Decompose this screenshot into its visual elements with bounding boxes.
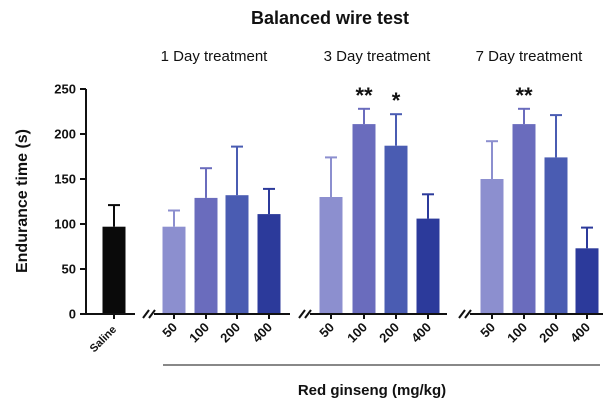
y-tick-label: 0 <box>69 307 76 322</box>
chart-title: Balanced wire test <box>251 8 409 28</box>
bar <box>416 218 440 314</box>
group-label-7-day: 7 Day treatment <box>476 48 584 65</box>
y-axis: 0 50 100 150 200 250 <box>54 82 87 322</box>
bar <box>225 195 249 314</box>
bar <box>194 197 218 314</box>
axis-break-mark <box>148 309 156 319</box>
group-label-1-day: 1 Day treatment <box>161 48 269 65</box>
x-tick-label: 100 <box>504 320 530 346</box>
bar <box>575 248 599 314</box>
x-axis-label: Red ginseng (mg/kg) <box>298 382 446 399</box>
x-tick-label: 200 <box>376 320 402 346</box>
x-tick-label: Saline <box>88 324 119 355</box>
x-tick-label: 50 <box>316 320 337 341</box>
bar <box>162 226 186 314</box>
bar <box>352 124 376 314</box>
bar-series: ** * ** <box>102 83 599 314</box>
axis-break-mark <box>298 309 306 319</box>
axis-break-mark <box>142 309 150 319</box>
y-axis-label: Endurance time (s) <box>14 129 31 273</box>
x-axis: Saline 50 100 200 400 50 100 200 400 50 100 200 400 <box>86 309 603 355</box>
bar <box>480 179 504 314</box>
x-tick-label: 100 <box>344 320 370 346</box>
bar <box>319 197 343 314</box>
significance-label: ** <box>515 83 533 108</box>
x-tick-label: 200 <box>217 320 243 346</box>
y-tick-label: 200 <box>54 127 76 142</box>
axis-break-mark <box>458 309 466 319</box>
axis-break-mark <box>304 309 312 319</box>
bar <box>384 145 408 314</box>
bar <box>544 157 568 314</box>
x-tick-label: 50 <box>477 320 498 341</box>
y-tick-label: 150 <box>54 172 76 187</box>
x-tick-label: 400 <box>249 320 275 346</box>
significance-label: * <box>392 88 401 113</box>
y-tick-label: 100 <box>54 217 76 232</box>
x-tick-label: 50 <box>159 320 180 341</box>
significance-label: ** <box>355 83 373 108</box>
y-tick-label: 250 <box>54 82 76 97</box>
x-tick-label: 100 <box>186 320 212 346</box>
axis-break-mark <box>464 309 472 319</box>
bar <box>102 226 126 314</box>
x-tick-label: 400 <box>567 320 593 346</box>
x-tick-label: 400 <box>408 320 434 346</box>
group-label-3-day: 3 Day treatment <box>324 48 432 65</box>
x-tick-label: 200 <box>536 320 562 346</box>
bar <box>257 214 281 314</box>
bar <box>512 124 536 314</box>
y-tick-label: 50 <box>62 262 76 277</box>
